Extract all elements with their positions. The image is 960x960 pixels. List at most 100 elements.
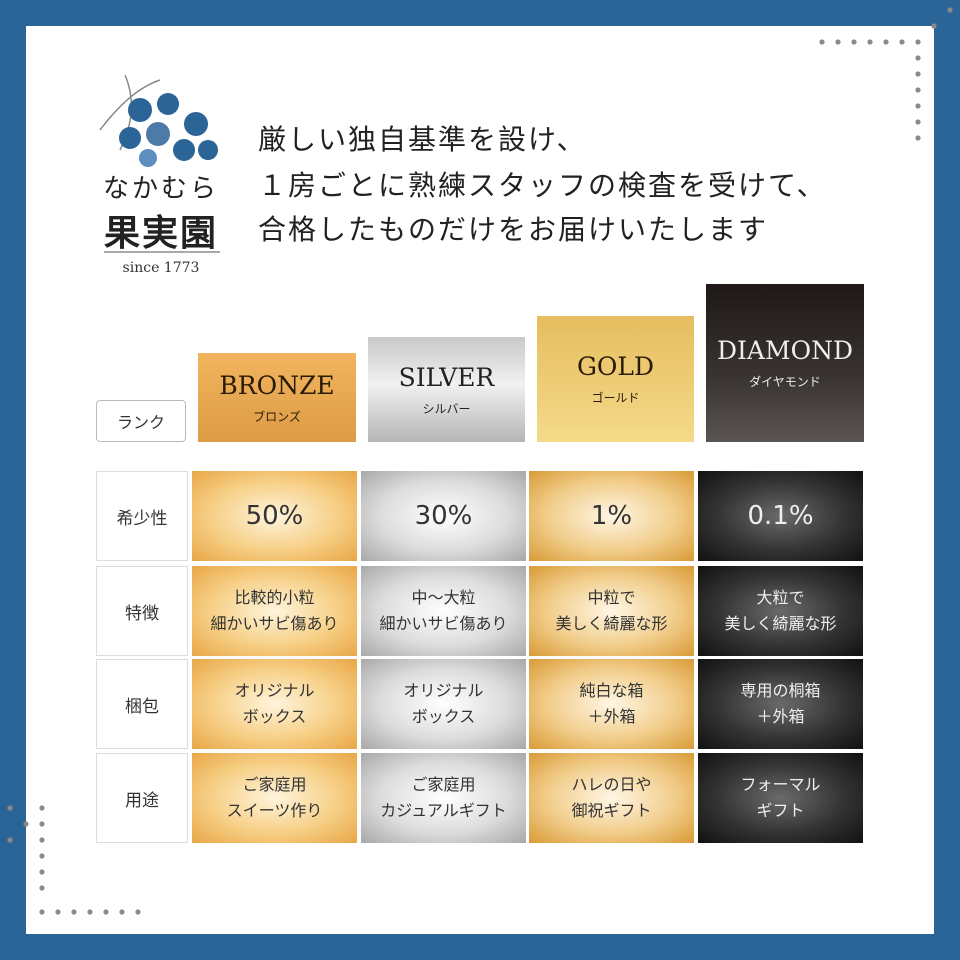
dot — [915, 71, 921, 77]
dot — [119, 909, 125, 915]
cell-line: ボックス — [411, 707, 476, 726]
dot — [851, 39, 857, 45]
rank-kana: シルバー — [422, 401, 471, 416]
headline: １房ごとに熟練スタッフの検査を受けて、 — [258, 169, 827, 202]
dot — [39, 837, 45, 843]
cell-line: 30% — [414, 501, 473, 531]
dot — [87, 909, 93, 915]
cell-line: ご家庭用 — [411, 775, 476, 794]
rank-label: ランク — [96, 400, 186, 442]
cell-line: 1% — [590, 501, 633, 531]
cell: ご家庭用カジュアルギフト — [361, 753, 526, 843]
dot — [23, 821, 29, 827]
rank-kana: ダイヤモンド — [749, 375, 821, 389]
cell-line: 専用の桐箱 — [740, 681, 821, 700]
cell-line: 細かいサビ傷あり — [379, 614, 508, 633]
dot — [915, 87, 921, 93]
cell: フォーマル ギフト — [698, 753, 863, 843]
cell-line: 純白な箱 — [579, 681, 644, 700]
headline: 厳しい独自基準を設け、 — [258, 123, 587, 156]
logo-kana: なかむら — [102, 174, 219, 204]
dot — [7, 837, 13, 843]
row-label: 用途 — [96, 753, 188, 843]
dot — [39, 869, 45, 875]
rank-header: DIAMOND ダイヤモンド — [706, 284, 864, 442]
dot — [867, 39, 873, 45]
dot — [915, 39, 921, 45]
dot — [39, 909, 45, 915]
dot — [55, 909, 61, 915]
dot — [7, 805, 13, 811]
rank-name: GOLD — [576, 352, 655, 381]
cell-line: 大粒で — [756, 588, 805, 607]
dot — [915, 103, 921, 109]
rank-header: BRONZE ブロンズ — [198, 353, 356, 442]
cell-line: ＋外箱 — [756, 707, 805, 726]
cell-line: カジュアルギフト — [380, 801, 507, 820]
cell-line: 中粒で — [587, 588, 636, 607]
rank-name: DIAMOND — [717, 336, 853, 365]
logo-since: since 1773 — [122, 260, 200, 276]
cell-line: フォーマル — [740, 775, 821, 794]
dot — [947, 7, 953, 13]
cell-line: ギフト — [756, 801, 805, 820]
cell-line: オリジナル — [234, 681, 315, 700]
dot — [103, 909, 109, 915]
row-label: 希少性 — [96, 471, 188, 561]
cell: ハレの日や御祝ギフト — [529, 753, 694, 843]
cell: 中粒で美しく綺麗な形 — [529, 566, 694, 656]
row-label: 梱包 — [96, 659, 188, 749]
cell-line: ご家庭用 — [242, 775, 307, 794]
cell-line: 中～大粒 — [411, 588, 476, 607]
cell-line: オリジナル — [403, 681, 484, 700]
cell-line: 御祝ギフト — [571, 801, 652, 820]
dot — [835, 39, 841, 45]
dot — [39, 885, 45, 891]
cell-line: ボックス — [242, 707, 307, 726]
cell: 0.1% — [698, 471, 863, 561]
dot — [915, 119, 921, 125]
cell-line: スイーツ作り — [226, 801, 323, 820]
cell: 専用の桐箱 ＋外箱 — [698, 659, 863, 749]
cell: 中～大粒細かいサビ傷あり — [361, 566, 526, 656]
cell: オリジナル ボックス — [192, 659, 357, 749]
dot — [39, 853, 45, 859]
rank-kana: ブロンズ — [253, 409, 301, 424]
rank-header: GOLD ゴールド — [537, 316, 694, 442]
dot — [71, 909, 77, 915]
cell: 1% — [529, 471, 694, 561]
cell: 大粒で美しく綺麗な形 — [698, 566, 863, 656]
cell-line: ＋外箱 — [587, 707, 636, 726]
cell: 30% — [361, 471, 526, 561]
cell-line: 50% — [245, 501, 304, 531]
dot — [819, 39, 825, 45]
rank-kana: ゴールド — [591, 391, 640, 405]
dot — [931, 23, 937, 29]
dot — [883, 39, 889, 45]
headline: 合格したものだけをお届けいたします — [258, 213, 769, 246]
cell: 純白な箱 ＋外箱 — [529, 659, 694, 749]
cell: 比較的小粒細かいサビ傷あり — [192, 566, 357, 656]
cell-line: 美しく綺麗な形 — [555, 614, 668, 633]
dot — [135, 909, 141, 915]
cell-line: ハレの日や — [571, 775, 652, 794]
cell-line: 美しく綺麗な形 — [724, 614, 837, 633]
cell-line: 0.1% — [747, 501, 814, 531]
rank-name: BRONZE — [219, 370, 335, 400]
logo-grapes — [99, 74, 218, 167]
logo-kanji: 果実園 — [103, 212, 218, 254]
cell: 50% — [192, 471, 357, 561]
dot — [39, 805, 45, 811]
dot — [915, 135, 921, 141]
dot — [39, 821, 45, 827]
cell-line: 細かいサビ傷あり — [210, 614, 339, 633]
rank-name: SILVER — [398, 362, 495, 392]
row-label: 特徴 — [96, 566, 188, 656]
cell: ご家庭用スイーツ作り — [192, 753, 357, 843]
cell: オリジナル ボックス — [361, 659, 526, 749]
dot — [899, 39, 905, 45]
cell-line: 比較的小粒 — [234, 588, 315, 607]
rank-header: SILVER シルバー — [368, 337, 525, 442]
